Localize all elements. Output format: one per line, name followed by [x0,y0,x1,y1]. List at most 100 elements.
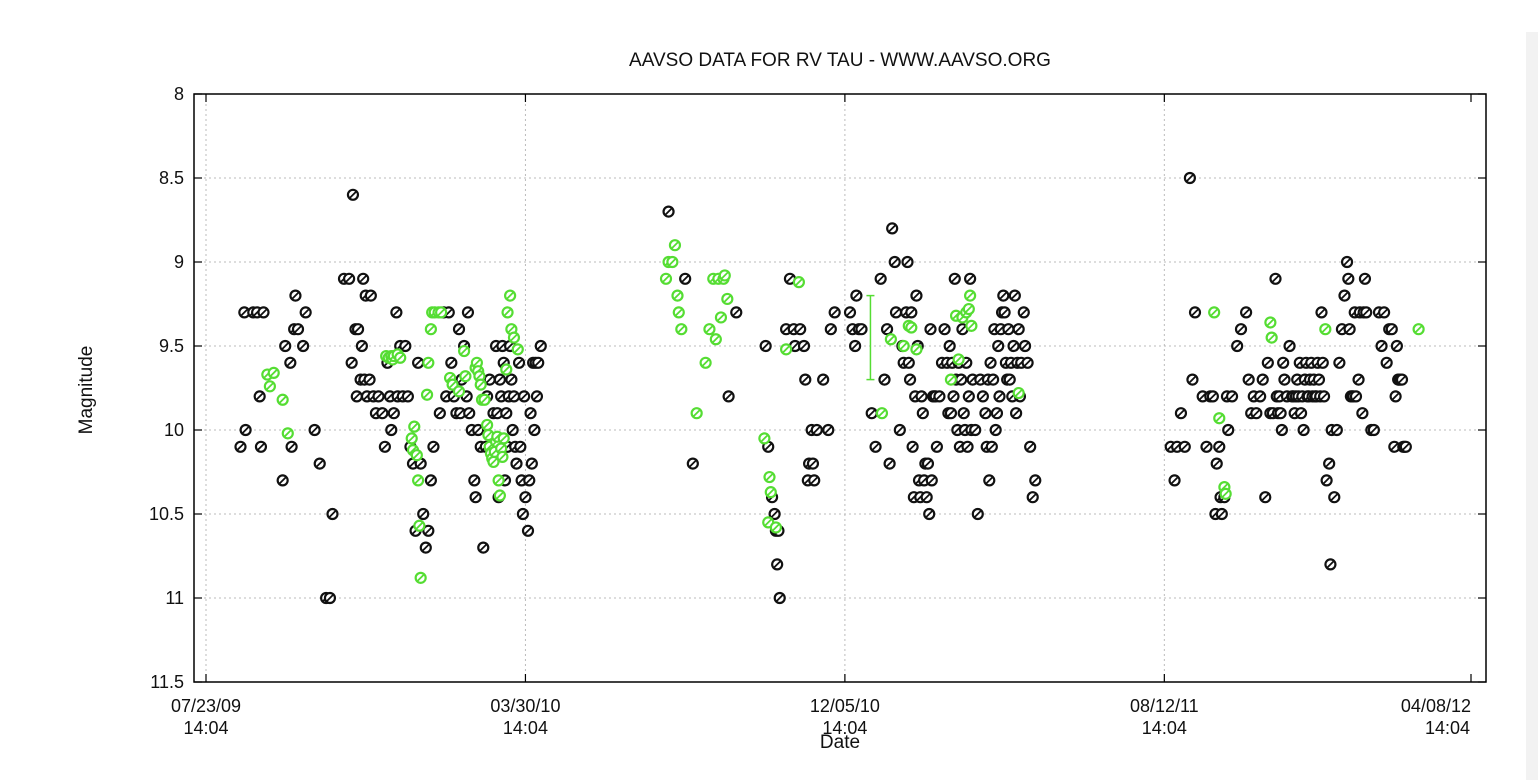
black-observation-point [799,373,812,386]
black-observation-point [454,407,467,420]
black-observation-point [401,390,414,403]
black-observation-point [363,373,376,386]
green-observation-point [764,486,777,499]
y-tick-label: 9.5 [159,336,184,356]
green-observation-point [675,323,688,336]
black-observation-point [521,524,535,537]
window-edge-strip [1526,32,1538,780]
green-observation-point [875,407,889,420]
black-observation-point [817,373,830,386]
black-observation-point [828,306,841,319]
green-observation-point [714,311,728,324]
black-observation-point [308,423,321,437]
black-observation-point [1003,373,1016,386]
black-observation-point [351,323,365,336]
black-observation-point [1242,373,1255,386]
black-observation-point [1294,407,1308,420]
x-axis-label: Date [820,732,860,753]
black-observation-point [239,423,252,437]
x-tick-label-date: 03/30/10 [490,696,560,716]
green-observation-point [690,407,703,420]
x-tick-label-time: 14:04 [1142,718,1187,738]
green-observation-point [758,432,771,445]
black-observation-point [797,339,811,353]
black-observation-point [534,339,547,353]
x-tick-label-time: 14:04 [503,718,548,738]
green-observation-point [281,427,294,440]
black-observation-point [1234,323,1248,336]
black-observation-point [285,440,298,453]
x-tick-label-time: 14:04 [183,718,228,738]
black-observation-point [518,390,531,403]
y-tick-label: 9 [174,252,184,272]
black-observation-point [323,591,337,605]
black-observation-point [1231,339,1244,353]
black-observation-point [983,474,996,487]
green-observation-point [478,393,491,406]
black-observation-point [1360,306,1373,319]
black-observation-point [933,390,946,403]
black-observation-point [1320,474,1333,487]
black-observation-point [855,323,868,336]
black-observation-point [903,373,917,386]
black-observation-point [1026,491,1039,504]
black-observation-point [944,407,958,420]
green-observation-point [408,420,421,433]
black-observation-point [979,407,992,420]
black-observation-point [998,306,1011,319]
black-observation-point [506,423,519,437]
green-observation-point [412,474,425,487]
black-observation-point [1358,272,1372,285]
black-observation-point [452,323,466,336]
black-observation-point [253,390,266,403]
black-observation-point [1168,474,1181,487]
black-observation-point [532,356,545,369]
green-observation-point [446,378,459,391]
green-observation-point [420,388,434,401]
black-observation-point [424,474,437,487]
black-observation-point [843,306,857,319]
black-observation-point [901,255,914,269]
black-observation-point [1375,339,1388,353]
black-observation-point [412,356,425,369]
black-observation-point [822,423,835,437]
black-observation-point [849,339,862,353]
y-tick-label: 10 [164,420,184,440]
black-observation-point [417,507,430,521]
green-observation-point [263,380,276,393]
grid-lines [194,94,1486,682]
green-observation-point [507,331,521,344]
black-observation-point [850,289,863,302]
black-observation-point [1012,323,1025,336]
black-observation-point [1008,289,1021,302]
black-observation-point [1367,423,1380,437]
green-observation-point [497,432,510,445]
black-observation-point [1395,373,1409,386]
x-tick-label-date: 04/08/12 [1401,696,1471,716]
black-observation-point [997,289,1010,302]
black-observation-point [1399,440,1412,453]
black-observation-point [955,373,968,386]
green-observation-point [481,418,494,432]
green-observation-point [1219,487,1232,500]
black-observation-point [1017,306,1030,319]
green-observation-point [1412,323,1425,336]
black-observation-point [279,339,292,353]
black-observation-point [1343,323,1356,336]
black-observation-point [990,407,1004,420]
black-observation-point [477,541,490,554]
black-observation-point [505,373,518,386]
black-observation-point [1356,407,1369,420]
black-observation-point [468,474,481,487]
black-observation-point [924,323,937,336]
black-observation-point [530,390,544,403]
black-observation-point [943,339,956,353]
black-observation-point [930,440,943,453]
black-observation-point [1385,323,1398,336]
green-observation-point [884,333,897,346]
black-observation-point [1274,407,1287,420]
green-observation-point [952,353,965,366]
black-observation-point [1342,272,1355,285]
y-tick-label: 8.5 [159,168,184,188]
black-observation-point [806,457,820,470]
